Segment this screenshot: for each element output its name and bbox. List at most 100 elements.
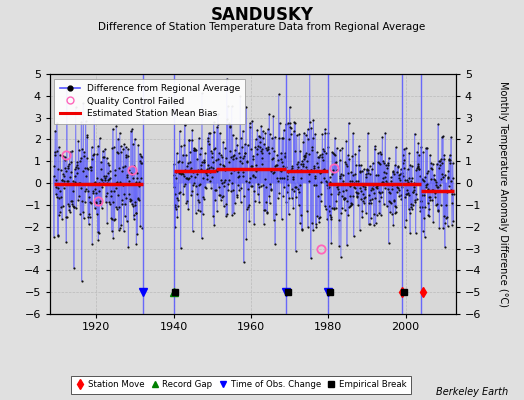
Point xyxy=(60,154,69,160)
Point xyxy=(407,178,416,184)
Point xyxy=(422,181,431,187)
Point xyxy=(353,192,361,199)
Point xyxy=(236,154,244,160)
Point xyxy=(223,116,231,123)
Point xyxy=(341,159,350,165)
Point xyxy=(284,120,292,126)
Point xyxy=(177,143,185,149)
Point xyxy=(235,173,243,180)
Point xyxy=(248,173,257,179)
Point xyxy=(367,166,376,172)
Point xyxy=(226,124,234,130)
Point xyxy=(397,192,405,198)
Point xyxy=(321,203,329,210)
Point xyxy=(111,171,119,178)
Point xyxy=(437,156,445,162)
Point xyxy=(242,103,250,110)
Point xyxy=(419,191,428,198)
Point xyxy=(225,159,233,166)
Point xyxy=(259,128,267,134)
Point xyxy=(69,188,77,194)
Point xyxy=(392,204,400,210)
Point xyxy=(440,152,449,158)
Point xyxy=(401,194,409,200)
Legend: Station Move, Record Gap, Time of Obs. Change, Empirical Break: Station Move, Record Gap, Time of Obs. C… xyxy=(71,376,411,394)
Point xyxy=(91,205,99,211)
Point xyxy=(384,240,392,246)
Point xyxy=(346,203,355,209)
Point xyxy=(231,147,239,153)
Point xyxy=(405,192,413,198)
Point xyxy=(442,187,450,194)
Point xyxy=(326,216,335,222)
Point xyxy=(134,195,143,202)
Point xyxy=(354,202,363,208)
Point xyxy=(290,188,298,194)
Point xyxy=(363,181,371,187)
Point xyxy=(213,121,222,127)
Point xyxy=(217,197,225,203)
Point xyxy=(186,159,194,165)
Point xyxy=(123,172,132,178)
Point xyxy=(66,209,74,215)
Point xyxy=(107,193,115,199)
Point xyxy=(344,152,352,159)
Point xyxy=(227,170,235,177)
Point xyxy=(58,177,66,184)
Point xyxy=(93,175,102,181)
Point xyxy=(79,209,87,215)
Point xyxy=(336,172,345,179)
Point xyxy=(116,143,125,150)
Point xyxy=(379,157,387,164)
Point xyxy=(61,168,70,174)
Point xyxy=(72,205,80,211)
Point xyxy=(56,188,64,194)
Point xyxy=(179,190,188,197)
Point xyxy=(423,169,431,176)
Point xyxy=(413,165,421,172)
Point xyxy=(226,154,235,160)
Point xyxy=(170,172,178,178)
Point xyxy=(254,143,262,150)
Point xyxy=(68,198,76,205)
Point xyxy=(352,178,360,184)
Point xyxy=(337,171,346,178)
Point xyxy=(342,187,350,193)
Point xyxy=(178,168,186,174)
Point xyxy=(220,203,228,210)
Point xyxy=(102,199,110,205)
Point xyxy=(297,166,305,173)
Point xyxy=(96,200,104,206)
Point xyxy=(172,205,181,212)
Point xyxy=(350,233,358,240)
Point xyxy=(336,254,345,260)
Point xyxy=(200,158,209,165)
Point xyxy=(394,163,402,170)
Point xyxy=(315,152,324,158)
Point xyxy=(98,184,106,190)
Point xyxy=(286,125,294,131)
Point xyxy=(260,141,268,148)
Point xyxy=(313,213,322,219)
Point xyxy=(214,184,223,190)
Point xyxy=(204,162,212,168)
Point xyxy=(280,174,289,181)
Point xyxy=(358,198,367,204)
Point xyxy=(403,190,412,196)
Point xyxy=(59,171,67,178)
Point xyxy=(263,210,271,216)
Point xyxy=(60,178,68,184)
Point xyxy=(376,190,385,197)
Point xyxy=(305,178,313,185)
Point xyxy=(174,159,182,165)
Point xyxy=(409,189,418,196)
Point xyxy=(276,175,285,182)
Point xyxy=(314,164,322,170)
Point xyxy=(77,184,85,191)
Point xyxy=(267,168,275,174)
Point xyxy=(282,199,290,206)
Point xyxy=(374,171,382,178)
Point xyxy=(269,155,277,162)
Point xyxy=(264,126,272,132)
Point xyxy=(274,178,282,184)
